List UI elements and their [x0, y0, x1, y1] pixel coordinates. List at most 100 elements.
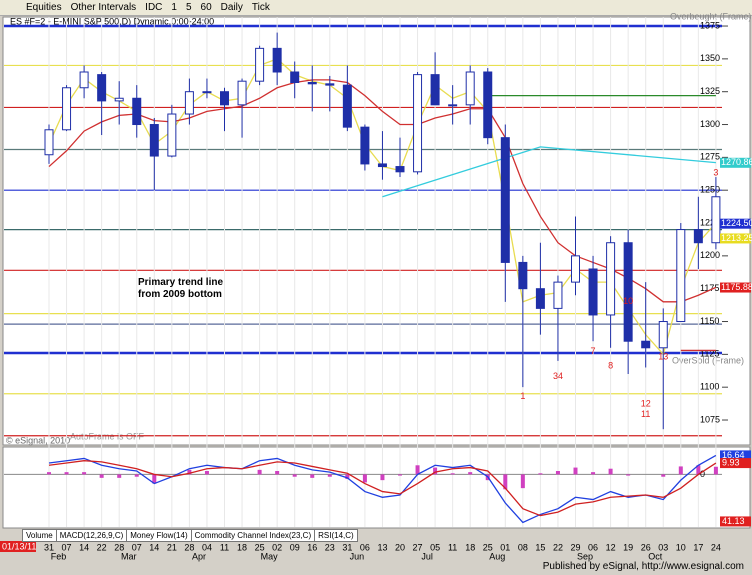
candle-body — [606, 242, 616, 316]
x-tick-label: 07 — [132, 542, 142, 552]
month-label: Jun — [350, 551, 365, 561]
indicator-tab[interactable]: Volume — [22, 529, 57, 542]
moving-average — [48, 79, 717, 303]
x-tick-label: 28 — [184, 542, 194, 552]
macd-histogram-bar — [257, 469, 262, 475]
y-tick-label: 1250 — [700, 185, 720, 195]
date-box — [0, 541, 36, 552]
macd-value-label: 16.64 — [722, 450, 745, 460]
x-tick-label: 22 — [97, 542, 107, 552]
macd-histogram-bar — [468, 472, 473, 475]
candle-body — [693, 229, 703, 244]
macd-line — [48, 460, 717, 517]
price-label: 1224.50 — [721, 218, 752, 228]
candle-body — [711, 196, 721, 244]
indicator-tab[interactable]: MACD(12,26,9,C) — [55, 529, 128, 542]
count-label: 1 — [520, 391, 525, 401]
x-tick-label: 21 — [167, 542, 177, 552]
toolbar-button[interactable]: 5 — [185, 2, 192, 13]
x-tick-label: 15 — [535, 542, 545, 552]
macd-histogram-bar — [661, 474, 666, 477]
count-label: 10 — [623, 296, 633, 306]
candle-body — [114, 97, 124, 102]
month-label: May — [261, 551, 279, 561]
x-tick-label: 20 — [395, 542, 405, 552]
month-label: Apr — [192, 551, 206, 561]
price-label: 1270.86 — [721, 157, 752, 167]
y-tick-label: 1200 — [700, 250, 720, 260]
annotation: Primary trend line from 2009 bottom — [138, 277, 223, 301]
toolbar: Equities Other Intervals IDC 1 5 60 Daily Tick — [0, 0, 752, 16]
chart-title: ES #F=2 - E-MINI S&P 500,D) Dynamic,0:00… — [10, 16, 214, 26]
x-tick-label: 19 — [623, 542, 633, 552]
toolbar-button[interactable]: Tick — [251, 2, 270, 13]
candle-body — [676, 229, 686, 323]
y-tick-label: 1375 — [700, 20, 720, 30]
macd-value-label: 9.93 — [722, 457, 740, 467]
y-tick-label: 1175 — [700, 283, 719, 293]
candle-body — [623, 242, 633, 342]
candle-body — [220, 91, 229, 106]
macd-histogram-bar — [433, 467, 438, 475]
y-tick-label: 1150 — [700, 316, 719, 326]
x-tick-label: 31 — [342, 542, 352, 552]
macd-histogram-bar — [292, 474, 297, 477]
x-tick-label: 11 — [448, 542, 457, 552]
indicator-tab[interactable]: Money Flow(14) — [126, 529, 192, 542]
y-tick-label: 1275 — [700, 152, 720, 162]
toolbar-button[interactable]: Daily — [220, 2, 243, 13]
macd-histogram-bar — [398, 474, 402, 476]
candle-body — [255, 47, 265, 82]
macd-histogram-bar — [591, 472, 596, 475]
toolbar-button[interactable]: Equities — [26, 2, 62, 13]
macd-histogram-bar — [503, 474, 508, 490]
candle-body — [307, 82, 317, 85]
candle-body — [167, 113, 177, 157]
candle-body — [641, 340, 651, 349]
price-label-box — [720, 218, 751, 229]
x-tick-label: 14 — [79, 542, 89, 552]
macd-value-box — [720, 516, 751, 527]
x-tick-label: 26 — [641, 542, 651, 552]
x-tick-label: 23 — [325, 542, 335, 552]
candle-body — [518, 261, 528, 290]
macd-histogram-bar — [99, 474, 104, 478]
y-tick-label: 1075 — [700, 414, 720, 424]
x-tick-label: 11 — [220, 542, 229, 552]
toolbar-button[interactable]: 60 — [200, 2, 212, 13]
macd-tick-label: 0 — [700, 469, 705, 479]
candle-body — [500, 137, 510, 263]
toolbar-button[interactable]: 1 — [171, 2, 177, 13]
macd-value-label: 41.13 — [722, 516, 745, 526]
month-label: Oct — [648, 551, 663, 561]
indicator-tab[interactable]: RSI(14,C) — [314, 529, 358, 542]
indicator-tabs: Volume MACD(12,26,9,C) Money Flow(14) Commo… — [22, 529, 358, 542]
candle-body — [202, 91, 212, 94]
toolbar-button[interactable]: IDC — [145, 2, 163, 13]
y-tick-label: 1125 — [700, 349, 719, 359]
macd-histogram-bar — [696, 465, 701, 475]
x-tick-label: 25 — [255, 542, 265, 552]
candle-body — [44, 129, 54, 156]
x-tick-label: 06 — [360, 542, 370, 552]
y-tick-label: 1300 — [700, 119, 720, 129]
macd-histogram-bar — [450, 473, 455, 475]
macd-histogram-bar — [678, 466, 683, 475]
candle-body — [342, 84, 352, 128]
price-panel — [2, 16, 751, 446]
toolbar-button[interactable]: Other Intervals — [70, 2, 137, 13]
macd-histogram-bar — [362, 474, 367, 483]
x-tick-label: 04 — [202, 542, 212, 552]
overbought: Overbought (Frame) — [670, 11, 752, 21]
candle-body — [553, 281, 563, 309]
macd-histogram-bar — [713, 466, 718, 475]
indicator-tab[interactable]: Commodity Channel Index(23,C) — [190, 529, 316, 542]
note-line: Primary trend line — [138, 277, 224, 288]
x-tick-label: 27 — [413, 542, 423, 552]
x-tick-label: 03 — [658, 542, 668, 552]
candle-body — [290, 71, 300, 84]
x-tick-label: 13 — [377, 542, 387, 552]
candle-body — [588, 268, 598, 316]
